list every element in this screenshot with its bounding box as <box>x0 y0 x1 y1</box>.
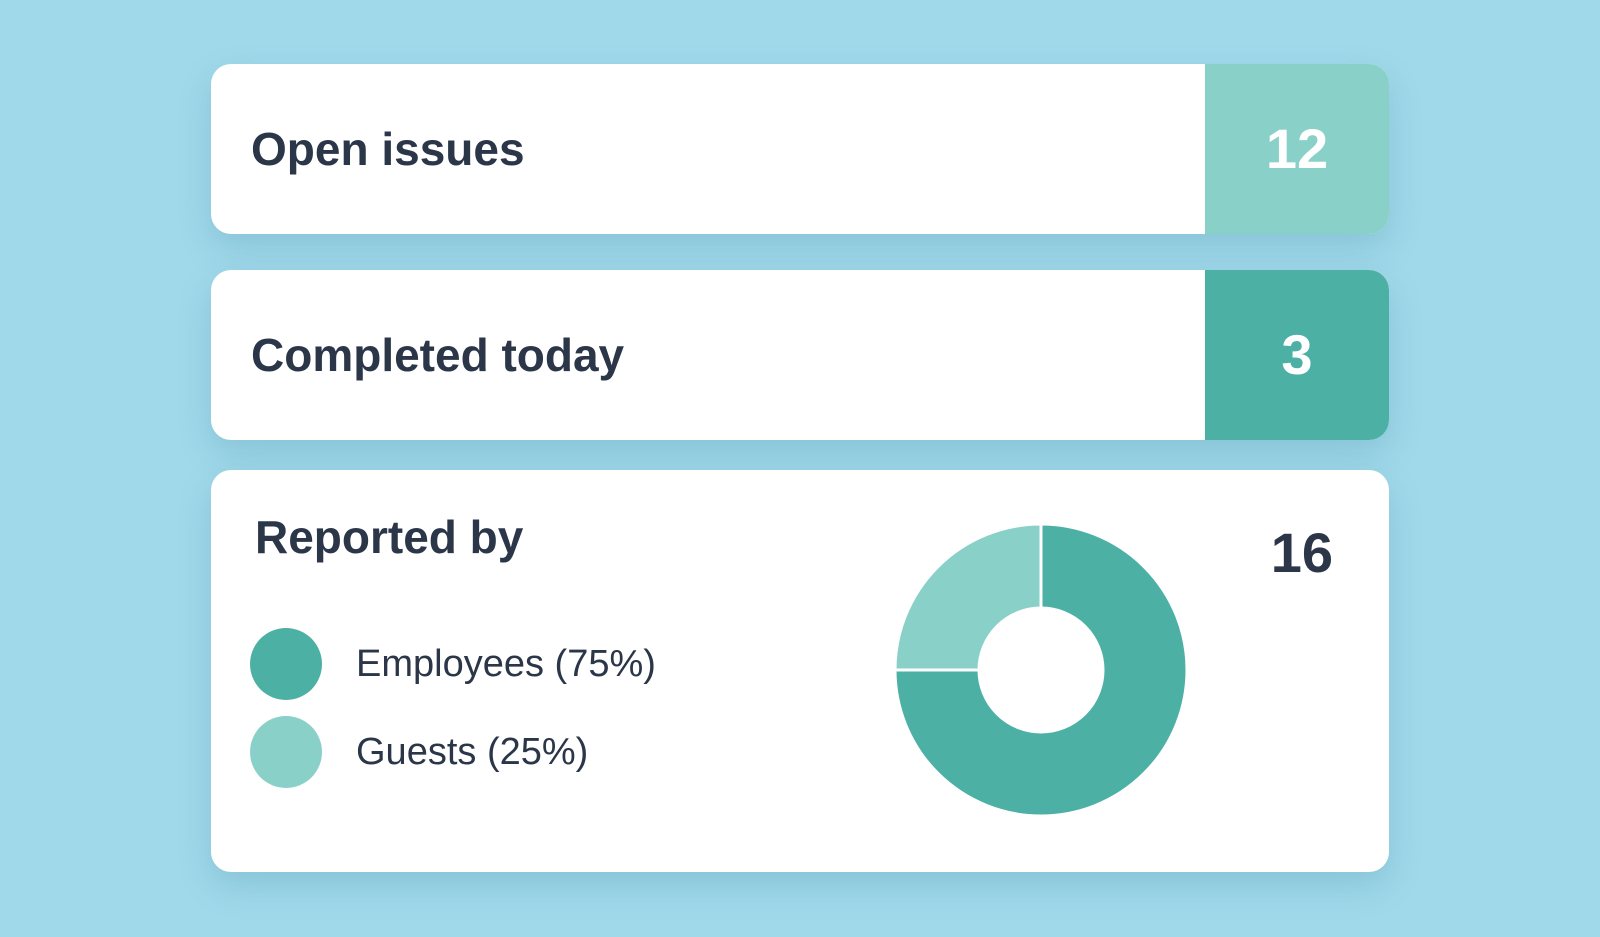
completed-today-count: 3 <box>1205 270 1389 440</box>
completed-today-card[interactable]: Completed today 3 <box>211 270 1389 440</box>
legend-item-guests: Guests (25%) <box>250 716 588 788</box>
reported-total-count: 16 <box>1270 521 1333 584</box>
legend-label-guests: Guests (25%) <box>356 730 589 773</box>
employees-color-dot <box>250 628 322 700</box>
donut-slice-employees <box>895 524 1187 816</box>
reported-by-donut-chart <box>895 524 1187 816</box>
completed-today-label: Completed today <box>251 329 625 381</box>
reported-by-card: Reported by Employees (75%) Guests (25%)… <box>211 470 1389 872</box>
open-issues-label: Open issues <box>251 123 525 175</box>
donut-slice-guests <box>895 524 1043 672</box>
open-issues-count: 12 <box>1205 64 1389 234</box>
reported-by-title: Reported by <box>255 511 524 563</box>
guests-color-dot <box>250 716 322 788</box>
legend-item-employees: Employees (75%) <box>250 628 656 700</box>
open-issues-card[interactable]: Open issues 12 <box>211 64 1389 234</box>
legend-label-employees: Employees (75%) <box>356 642 656 685</box>
